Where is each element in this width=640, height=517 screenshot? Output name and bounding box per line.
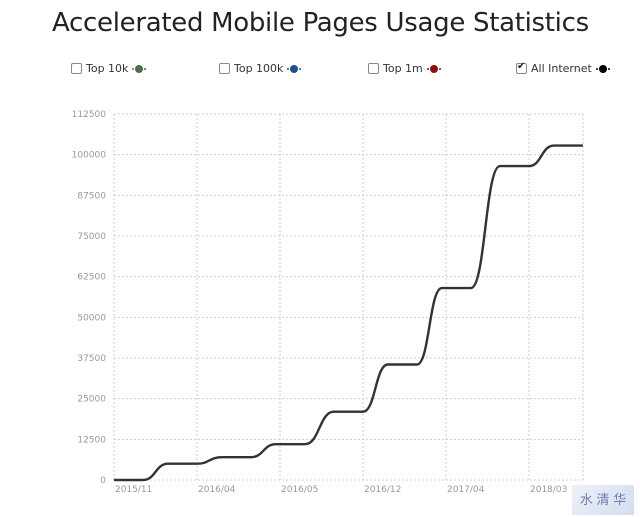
- y-tick-label: 12500: [77, 435, 106, 445]
- legend-top-100k[interactable]: Top 100k: [219, 62, 302, 75]
- y-tick-label: 62500: [77, 273, 106, 283]
- legend-top-1m[interactable]: Top 1m: [368, 62, 441, 75]
- legend-top-10k-checkbox[interactable]: [71, 63, 82, 74]
- legend-all-internet-checkbox[interactable]: [516, 61, 527, 74]
- legend-top-10k[interactable]: Top 10k: [71, 62, 147, 75]
- legend-top-10k-label: Top 10k: [86, 62, 129, 75]
- watermark-text: 水 清 华: [579, 492, 627, 507]
- y-tick-label: 0: [100, 476, 106, 486]
- y-tick-label: 50000: [77, 313, 106, 323]
- y-axis-ticks: 0 12500 25000 37500 50000 62500 75000 87500 1000…: [72, 110, 107, 486]
- legend-top-1m-label: Top 1m: [383, 62, 423, 75]
- grid-lines: [113, 113, 584, 481]
- watermark-logo: 水 清 华: [572, 485, 634, 515]
- legend-top-10k-marker: [132, 64, 147, 73]
- legend-top-100k-checkbox[interactable]: [219, 63, 230, 74]
- y-tick-label: 87500: [77, 191, 106, 201]
- legend-top-1m-marker: [426, 64, 441, 73]
- x-tick-label: 2015/11: [115, 485, 152, 495]
- legend-top-100k-label: Top 100k: [234, 62, 284, 75]
- series-lines: [114, 144, 583, 482]
- x-tick-label: 2016/12: [364, 485, 401, 495]
- legend-all-internet[interactable]: All Internet: [516, 61, 610, 75]
- legend-top-1m-checkbox[interactable]: [368, 63, 379, 74]
- chart-title: Accelerated Mobile Pages Usage Statistic…: [52, 8, 589, 38]
- legend-all-internet-marker: [595, 64, 610, 73]
- x-axis-ticks: 2015/11 2016/04 2016/05 2016/12 2017/04 2018/…: [115, 485, 567, 495]
- y-tick-label: 25000: [77, 395, 106, 405]
- y-tick-label: 37500: [77, 354, 106, 364]
- legend-top-100k-marker: [287, 64, 302, 73]
- y-tick-label: 100000: [72, 151, 107, 161]
- x-tick-label: 2018/03: [530, 485, 567, 495]
- chart-legend: Top 10k Top 100k Top 1m All Internet: [0, 61, 640, 78]
- x-tick-label: 2016/04: [198, 485, 236, 495]
- x-tick-label: 2017/04: [447, 485, 485, 495]
- y-tick-label: 75000: [77, 232, 106, 242]
- legend-all-internet-label: All Internet: [531, 62, 592, 75]
- y-tick-label: 112500: [72, 110, 107, 120]
- x-tick-label: 2016/05: [281, 485, 318, 495]
- series-line-all-internet: [114, 144, 583, 482]
